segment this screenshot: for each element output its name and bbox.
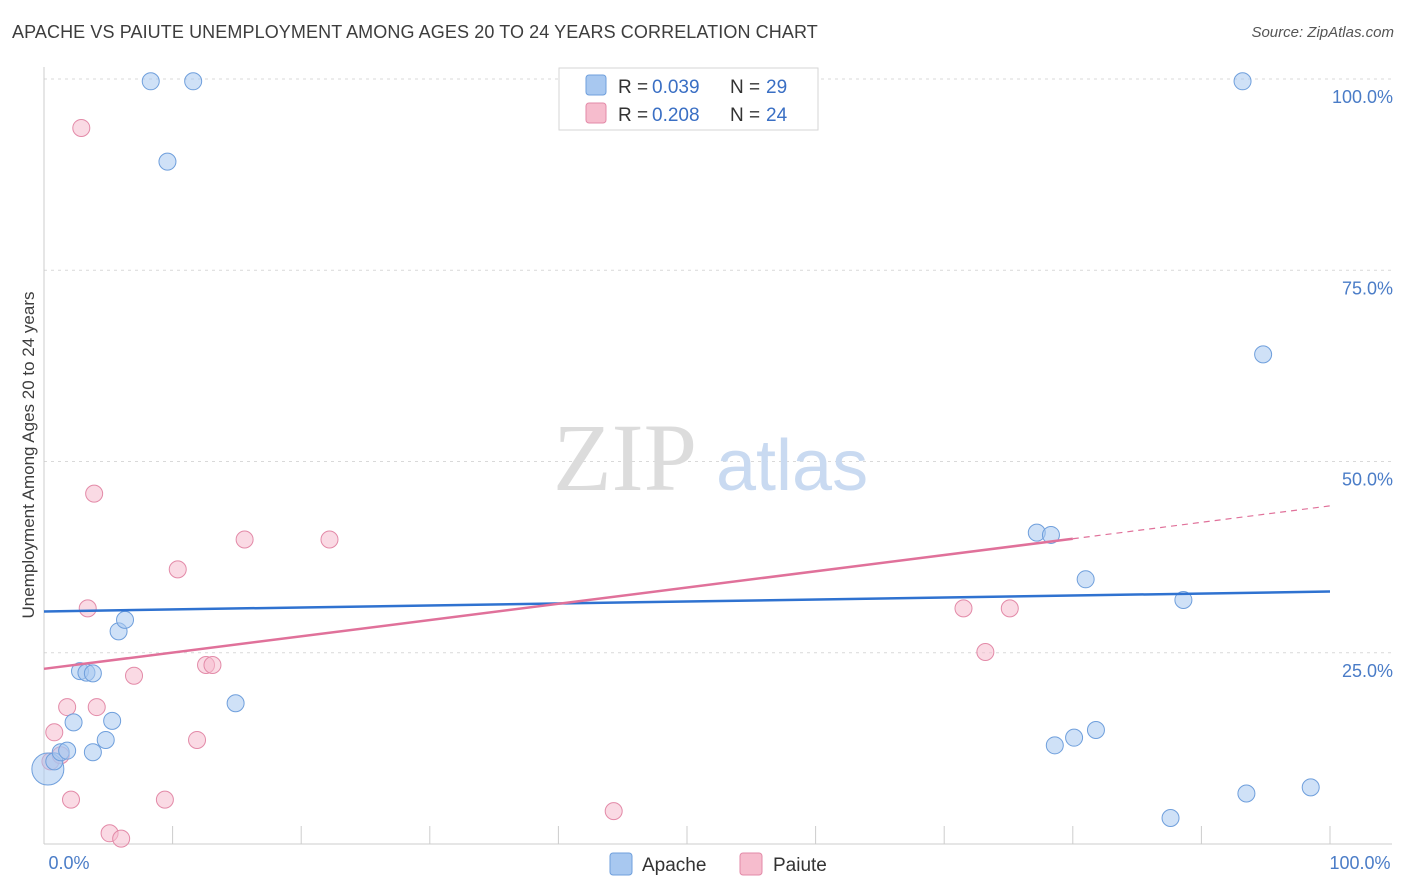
watermark-atlas: atlas [716,426,868,506]
paiute-point [85,484,104,503]
paiute-trend-extension [1072,505,1331,540]
legend-swatch-apache [585,74,607,96]
paiute-point [72,118,91,137]
apache-point [103,711,122,730]
apache-point [1174,590,1193,609]
apache-point [1237,784,1256,803]
paiute-point [87,698,106,717]
paiute-point [1000,599,1019,618]
source-label: Source: ZipAtlas.com [1251,24,1394,41]
apache-point [184,72,203,91]
bottom-legend: Apache Paiute [609,852,827,876]
paiute-point [62,790,81,809]
apache-point [83,743,102,762]
legend-n-label-apache: N = [730,77,760,98]
paiute-point [112,829,131,848]
legend-n-value-paiute: 24 [766,105,788,126]
apache-points [31,72,1320,827]
bottom-legend-swatch-apache [609,852,633,876]
y-tick-label: 75.0% [1342,278,1393,298]
paiute-point [58,698,77,717]
paiute-point [78,599,97,618]
apache-point [1076,570,1095,589]
legend-r-value-paiute: 0.208 [652,105,700,126]
apache-point [83,664,102,683]
x-tick-label-min: 0.0% [48,853,89,873]
x-axis-ticks [172,826,1331,844]
legend-n-value-apache: 29 [766,77,787,98]
paiute-point [235,530,254,549]
paiute-point [188,730,207,749]
paiute-point [954,599,973,618]
paiute-point [125,666,144,685]
legend-r-label-paiute: R = [618,105,648,126]
paiute-point [976,642,995,661]
apache-point [1086,721,1105,740]
paiute-point [203,655,222,674]
y-tick-label: 25.0% [1342,661,1393,681]
apache-point [64,713,83,732]
apache-point [116,610,135,629]
apache-point [1041,525,1060,544]
paiute-point [604,802,623,821]
apache-point [158,152,177,171]
paiute-point [168,560,187,579]
watermark-zip: ZIP [553,404,697,511]
legend-box: R = 0.039 N = 29 R = 0.208 N = 24 [558,67,819,131]
apache-point [1254,345,1273,364]
legend-n-label-paiute: N = [730,105,760,126]
apache-point [226,694,245,713]
apache-point [96,730,115,749]
apache-point [58,741,77,760]
y-axis-tick-labels: 25.0% 50.0% 75.0% 100.0% [1332,87,1393,681]
legend-r-label-apache: R = [618,77,648,98]
paiute-trend-line [43,537,1073,671]
legend-swatch-paiute [585,102,607,124]
apache-point [1301,778,1320,797]
y-tick-label: 50.0% [1342,470,1393,490]
trend-lines [43,505,1331,671]
apache-point [1065,728,1084,747]
apache-point [1045,736,1064,755]
paiute-point [45,723,64,742]
apache-point [1161,808,1180,827]
paiute-point [320,530,339,549]
legend-r-value-apache: 0.039 [652,77,700,98]
apache-point [141,72,160,91]
gridlines [44,78,1392,654]
bottom-legend-apache: Apache [642,855,706,876]
bottom-legend-paiute: Paiute [773,855,827,876]
x-tick-label-max: 100.0% [1329,853,1390,873]
y-tick-label: 100.0% [1332,87,1393,107]
apache-trend-line [43,590,1331,613]
apache-point [1233,72,1252,91]
paiute-points [41,118,1019,848]
bottom-legend-swatch-paiute [739,852,763,876]
paiute-point [155,790,174,809]
y-axis-label: Unemployment Among Ages 20 to 24 years [19,292,38,619]
chart-title: APACHE VS PAIUTE UNEMPLOYMENT AMONG AGES… [12,22,818,42]
